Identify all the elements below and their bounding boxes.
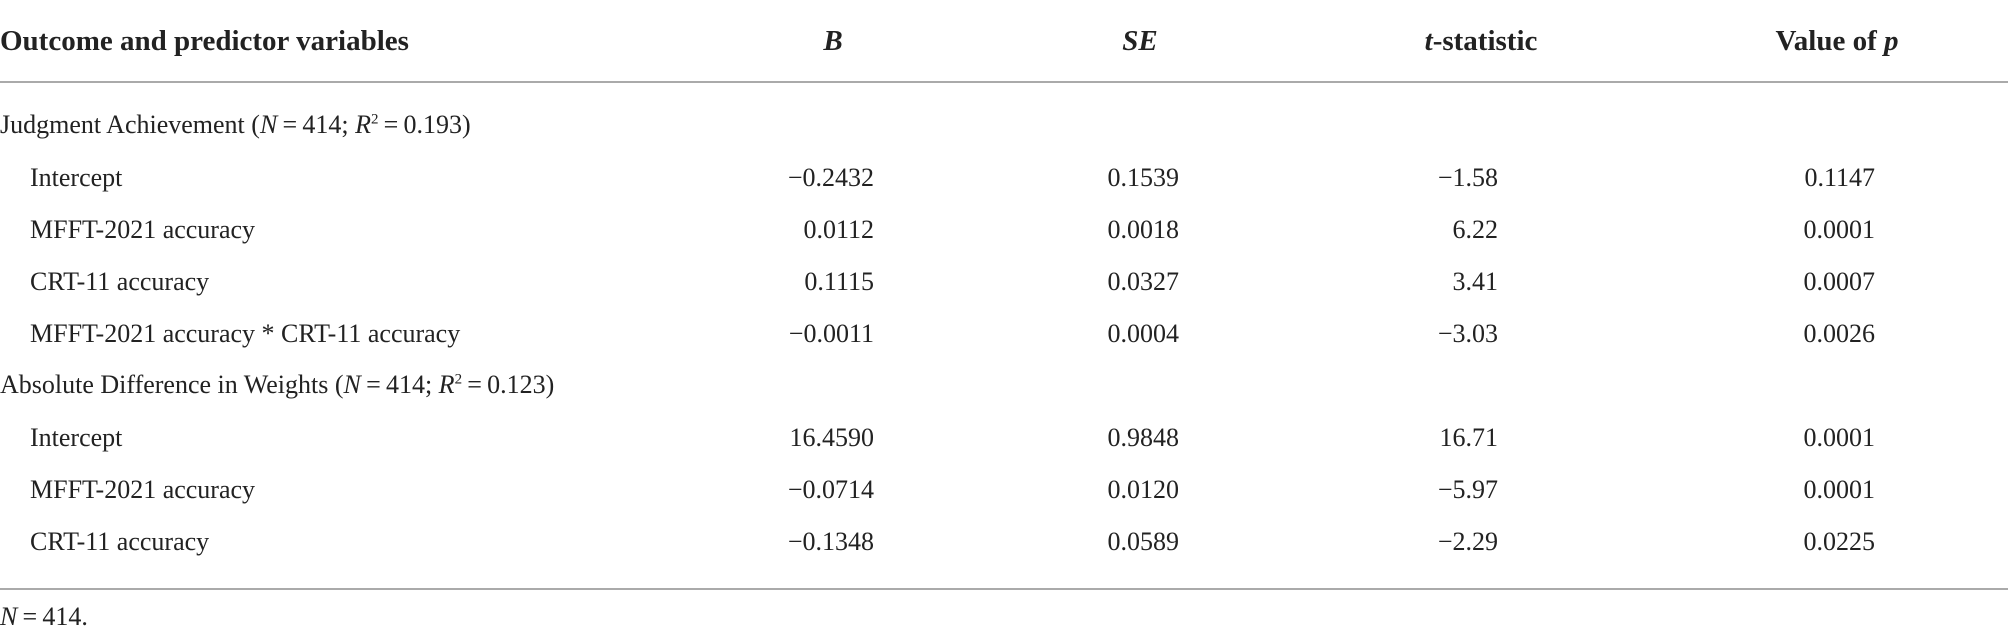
table-row: Intercept −0.2432 0.1539 −1.58 0.1147 — [0, 158, 2008, 198]
text: = 414; — [360, 370, 439, 399]
header-text: p — [1884, 25, 1899, 57]
text: = 414; — [277, 110, 356, 139]
cell-value: 16.71 — [1439, 423, 1499, 452]
cell-value: −1.58 — [1437, 163, 1498, 192]
footnote: N = 414. — [0, 597, 2008, 637]
row-label: Intercept — [30, 423, 123, 452]
section-text: Absolute Difference in Weights (N = 414;… — [0, 365, 554, 405]
header-text: B — [823, 25, 843, 57]
table-row: MFFT-2021 accuracy * CRT-11 accuracy −0.0… — [0, 314, 2008, 354]
text: R — [438, 370, 455, 399]
cell-value: −0.0714 — [787, 475, 874, 504]
cell-value: 0.9848 — [1107, 423, 1180, 452]
row-label: MFFT-2021 accuracy — [30, 215, 256, 244]
section-title: Absolute Difference in Weights (N = 414;… — [0, 365, 2008, 405]
text: 2 — [454, 371, 463, 388]
text: N — [0, 602, 18, 631]
cell-value: 0.0589 — [1107, 527, 1180, 556]
cell-value: −5.97 — [1437, 475, 1498, 504]
cell-value: 16.4590 — [789, 423, 875, 452]
row-label: MFFT-2021 accuracy * CRT-11 accuracy — [30, 319, 461, 348]
cell-value: 0.1115 — [804, 267, 874, 296]
table-row: MFFT-2021 accuracy 0.0112 0.0018 6.22 0.0001 — [0, 210, 2008, 250]
table-row: CRT-11 accuracy 0.1115 0.0327 3.41 0.0007 — [0, 262, 2008, 302]
footnote-text: N = 414. — [0, 597, 88, 637]
row-label: MFFT-2021 accuracy — [30, 475, 256, 504]
header-row: Outcome and predictor variables B SE t-s… — [0, 21, 2008, 61]
text: R — [355, 110, 371, 139]
cell-value: −3.03 — [1437, 319, 1498, 348]
cell-value: −0.1348 — [787, 527, 874, 556]
header-cell: Outcome and predictor variables — [0, 25, 409, 57]
header-text: SE — [1122, 25, 1158, 57]
cell-value: −0.2432 — [787, 163, 874, 192]
cell-value: 0.0001 — [1803, 423, 1876, 452]
text: = 0.193) — [378, 110, 471, 139]
cell-value: 0.0004 — [1107, 319, 1180, 348]
text: = 0.123) — [462, 370, 555, 399]
cell-value: 3.41 — [1452, 267, 1499, 296]
table-row: MFFT-2021 accuracy −0.0714 0.0120 −5.97 0.00… — [0, 470, 2008, 510]
header-cell: B — [683, 21, 983, 61]
cell-value: 0.0225 — [1803, 527, 1876, 556]
bottom-rule — [0, 588, 2008, 590]
cell-value: 0.0001 — [1803, 215, 1876, 244]
row-label: CRT-11 accuracy — [30, 527, 210, 556]
cell-value: 0.0120 — [1107, 475, 1180, 504]
cell-value: −2.29 — [1437, 527, 1498, 556]
section-title: Judgment Achievement (N = 414; R2 = 0.19… — [0, 105, 2008, 145]
header-rule — [0, 81, 2008, 83]
header-cell: Value of p — [1687, 21, 1987, 61]
cell-value: 0.0026 — [1803, 319, 1876, 348]
text: 2 — [370, 111, 379, 128]
cell-value: 0.1539 — [1107, 163, 1180, 192]
text: N — [259, 110, 278, 139]
text: Absolute Difference in Weights ( — [0, 370, 344, 399]
text: = 414. — [17, 602, 88, 631]
cell-value: 0.1147 — [1804, 163, 1875, 192]
header-cell: t-statistic — [1331, 21, 1631, 61]
table-row: CRT-11 accuracy −0.1348 0.0589 −2.29 0.0225 — [0, 522, 2008, 562]
text: N — [343, 370, 361, 399]
header-cell: SE — [990, 21, 1290, 61]
header-text: Value of — [1775, 25, 1884, 57]
row-label: CRT-11 accuracy — [30, 267, 210, 296]
header-text: -statistic — [1432, 25, 1538, 57]
section-text: Judgment Achievement (N = 414; R2 = 0.19… — [0, 105, 471, 145]
cell-value: 0.0112 — [803, 215, 874, 244]
cell-value: 0.0007 — [1803, 267, 1876, 296]
header-text: t — [1424, 25, 1433, 57]
cell-value: 6.22 — [1452, 215, 1499, 244]
cell-value: 0.0001 — [1803, 475, 1876, 504]
cell-value: 0.0327 — [1107, 267, 1180, 296]
cell-value: −0.0011 — [788, 319, 874, 348]
table-row: Intercept 16.4590 0.9848 16.71 0.0001 — [0, 418, 2008, 458]
row-label: Intercept — [30, 163, 123, 192]
text: Judgment Achievement ( — [0, 110, 260, 139]
cell-value: 0.0018 — [1107, 215, 1180, 244]
